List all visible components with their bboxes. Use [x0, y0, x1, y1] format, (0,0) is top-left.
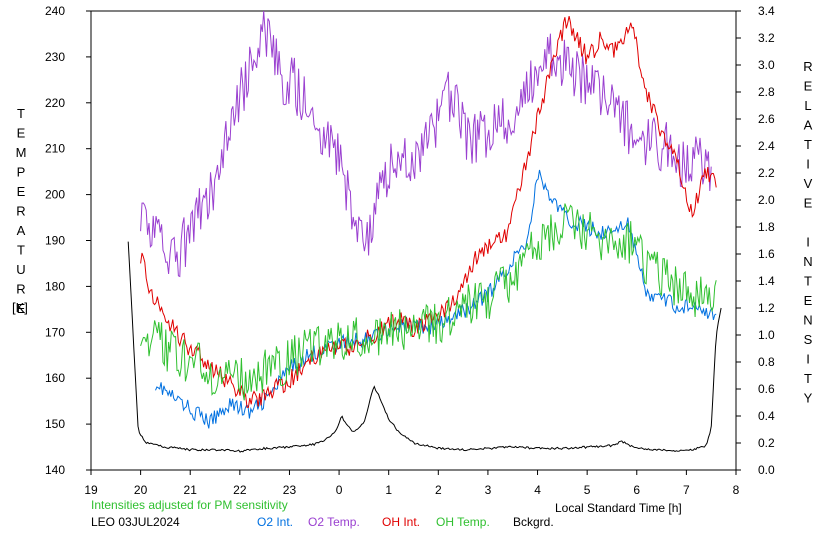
legend-item: O2 Temp.: [308, 515, 360, 529]
left-axis-label-char: M: [16, 145, 27, 160]
x-tick-label: 4: [534, 483, 541, 497]
x-tick-label: 19: [84, 483, 98, 497]
y-right-tick-label: 0.6: [758, 382, 775, 396]
right-axis-label-char: N: [803, 254, 812, 269]
y-right-tick-label: 1.4: [758, 274, 775, 288]
legend-item: Bckgrd.: [513, 515, 554, 529]
y-right-tick-label: 0.8: [758, 355, 775, 369]
right-axis-label-char: A: [804, 118, 813, 133]
right-axis-label-char: T: [804, 274, 812, 289]
legend-item: OH Int.: [382, 515, 420, 529]
left-axis-label-char: P: [17, 165, 26, 180]
left-axis-label-char: E: [17, 126, 26, 141]
right-axis-label-char: I: [806, 352, 810, 367]
y-right-tick-label: 2.0: [758, 193, 775, 207]
left-axis-label-char: A: [17, 223, 26, 238]
x-tick-label: 20: [134, 483, 148, 497]
y-left-tick-label: 200: [45, 188, 65, 202]
left-axis-label-char: R: [16, 282, 25, 297]
y-right-tick-label: 3.2: [758, 31, 775, 45]
x-axis-label: Local Standard Time [h]: [555, 501, 682, 515]
right-axis-label-char: I: [806, 235, 810, 250]
right-axis-label-char: I: [806, 157, 810, 172]
left-axis-label-char: U: [16, 262, 25, 277]
y-left-tick-label: 190: [45, 234, 65, 248]
x-tick-label: 23: [283, 483, 297, 497]
y-right-tick-label: 3.0: [758, 58, 775, 72]
x-tick-label: 5: [584, 483, 591, 497]
axis-layer: 19 20 21 22 23 0 1 2 3 4 5 6 7 8140150160170180190200…: [45, 4, 775, 497]
left-axis-label-char: R: [16, 204, 25, 219]
station-label: LEO 03JUL2024: [91, 515, 180, 529]
x-tick-label: 8: [733, 483, 740, 497]
right-axis-label-char: E: [804, 196, 813, 211]
y-right-tick-label: 2.2: [758, 166, 775, 180]
note-text: Intensities adjusted for PM sensitivity: [91, 498, 288, 512]
series-line-oh-temp: [140, 203, 717, 401]
y-left-tick-label: 180: [45, 279, 65, 293]
y-left-tick-label: 220: [45, 96, 65, 110]
x-tick-label: 21: [184, 483, 198, 497]
right-axis-label-char: E: [804, 293, 813, 308]
right-axis-label-char: Y: [804, 391, 813, 406]
right-axis-label-char: R: [803, 59, 812, 74]
y-right-tick-label: 2.6: [758, 112, 775, 126]
y-left-tick-label: 210: [45, 142, 65, 156]
y-right-tick-label: 1.2: [758, 301, 775, 315]
x-tick-label: 3: [485, 483, 492, 497]
right-axis-label-char: E: [804, 79, 813, 94]
left-axis-label-char: E: [17, 301, 26, 316]
legend-item: OH Temp.: [436, 515, 490, 529]
left-axis-unit: [K]: [12, 300, 28, 315]
y-left-tick-label: 150: [45, 417, 65, 431]
y-right-tick-label: 2.8: [758, 85, 775, 99]
y-right-tick-label: 1.6: [758, 247, 775, 261]
right-axis-label-char: L: [804, 98, 811, 113]
x-tick-label: 6: [633, 483, 640, 497]
right-axis-label-char: T: [804, 371, 812, 386]
left-axis-label-char: T: [17, 106, 25, 121]
y-left-tick-label: 240: [45, 4, 65, 18]
series-line-bckgrd: [127, 241, 722, 453]
y-left-tick-label: 170: [45, 325, 65, 339]
x-tick-label: 2: [435, 483, 442, 497]
right-axis-label-char: T: [804, 137, 812, 152]
right-axis-label-char: S: [804, 332, 813, 347]
y-right-tick-label: 0.2: [758, 436, 775, 450]
x-tick-label: 1: [385, 483, 392, 497]
y-right-tick-label: 3.4: [758, 4, 775, 18]
y-right-tick-label: 0.0: [758, 463, 775, 477]
y-right-tick-label: 0.4: [758, 409, 775, 423]
x-tick-label: 22: [233, 483, 247, 497]
series-layer: [127, 10, 722, 453]
y-left-tick-label: 140: [45, 463, 65, 477]
series-line-o2-temp: [140, 10, 712, 278]
y-right-tick-label: 1.0: [758, 328, 775, 342]
left-axis-label-char: T: [17, 243, 25, 258]
x-tick-label: 7: [683, 483, 690, 497]
y-left-tick-label: 160: [45, 371, 65, 385]
right-axis-label-char: N: [803, 313, 812, 328]
y-right-tick-label: 2.4: [758, 139, 775, 153]
legend: O2 Int. O2 Temp. OH Int. OH Temp. Bckgrd.: [257, 515, 554, 529]
y-right-tick-label: 1.8: [758, 220, 775, 234]
right-axis-label-char: V: [804, 176, 813, 191]
x-tick-label: 0: [336, 483, 343, 497]
y-left-tick-label: 230: [45, 50, 65, 64]
left-axis-label-char: E: [17, 184, 26, 199]
legend-item: O2 Int.: [257, 515, 293, 529]
